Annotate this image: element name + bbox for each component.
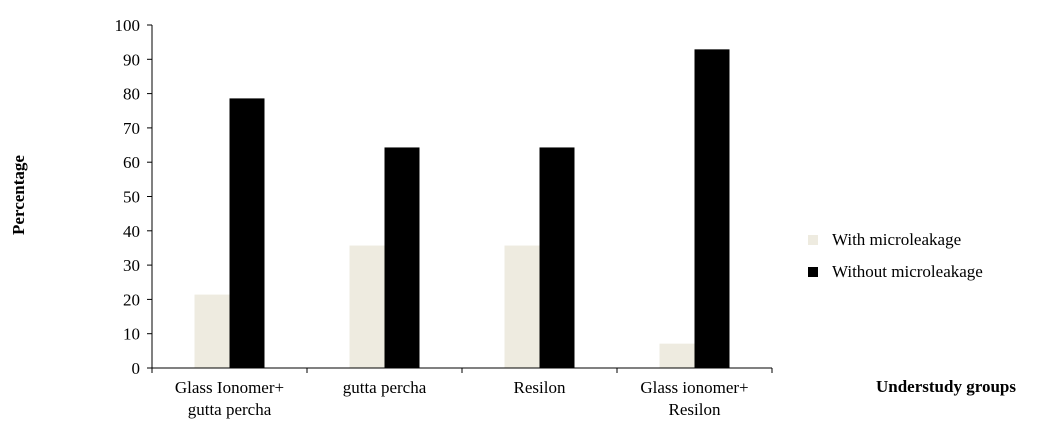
y-axis: 0 10 20 30 40 50 60 70 80 90 100 xyxy=(115,16,153,378)
legend-label-without-microleakage: Without microleakage xyxy=(832,262,983,281)
x-axis-title: Understudy groups xyxy=(876,377,1016,396)
legend: With microleakage Without microleakage xyxy=(808,224,1038,288)
y-tick-label: 0 xyxy=(132,359,141,378)
y-tick-label: 20 xyxy=(123,290,140,309)
bar-with-microleakage xyxy=(349,245,385,368)
bar-with-microleakage xyxy=(659,343,695,368)
bar-without-microleakage xyxy=(229,98,265,368)
legend-item-with-microleakage: With microleakage xyxy=(808,224,1038,256)
bar-with-microleakage xyxy=(504,245,540,368)
y-tick-label: 90 xyxy=(123,50,140,69)
y-tick-label: 60 xyxy=(123,153,140,172)
y-tick-label: 10 xyxy=(123,325,140,344)
y-tick-label: 100 xyxy=(115,16,141,35)
x-category-label: Glass ionomer+ Resilon xyxy=(640,378,748,419)
bar-without-microleakage xyxy=(384,147,420,368)
bars xyxy=(194,49,730,369)
x-axis: Glass Ionomer+ gutta percha gutta percha Re… xyxy=(151,367,773,419)
legend-item-without-microleakage: Without microleakage xyxy=(808,256,1038,288)
y-tick-label: 30 xyxy=(123,256,140,275)
y-axis-title: Percentage xyxy=(9,155,28,235)
y-tick-label: 50 xyxy=(123,188,140,207)
bar-without-microleakage xyxy=(539,147,575,368)
y-tick-label: 70 xyxy=(123,119,140,138)
x-category-label: Glass Ionomer+ gutta percha xyxy=(175,378,284,419)
x-category-label: gutta percha xyxy=(343,378,427,397)
y-tick-label: 40 xyxy=(123,222,140,241)
legend-swatch-with-microleakage xyxy=(808,235,818,245)
bar-with-microleakage xyxy=(194,294,230,368)
y-tick-label: 80 xyxy=(123,85,140,104)
bar-without-microleakage xyxy=(694,49,730,369)
legend-swatch-without-microleakage xyxy=(808,267,818,277)
legend-label-with-microleakage: With microleakage xyxy=(832,230,962,249)
x-category-label: Resilon xyxy=(514,378,566,397)
